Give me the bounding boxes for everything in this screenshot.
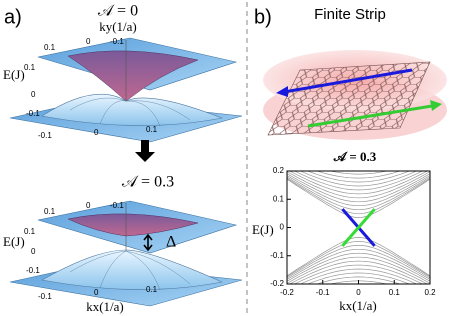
bulk-band bbox=[286, 237, 431, 277]
panel-title: 𝒜 = 0.3 bbox=[122, 174, 174, 191]
tick-label: 0.1 bbox=[146, 125, 158, 134]
tick-label: 0 bbox=[86, 201, 91, 210]
axis-label: E(J) bbox=[3, 67, 25, 82]
bulk-band bbox=[286, 178, 431, 218]
tick-label: 0 bbox=[31, 90, 36, 99]
x-tick-label: -0.2 bbox=[280, 288, 294, 297]
bulk-band bbox=[287, 260, 430, 285]
x-tick-label: 0 bbox=[356, 288, 361, 297]
bulk-band bbox=[286, 173, 431, 203]
tick-label: 0.1 bbox=[146, 285, 158, 294]
tick-label: 0 bbox=[31, 247, 36, 256]
panel-title: 𝒜 = 0 bbox=[98, 3, 138, 20]
strip-illustration bbox=[263, 50, 447, 140]
bulk-band bbox=[287, 170, 430, 191]
y-tick-label: 0.2 bbox=[273, 166, 285, 175]
x-tick-label: 0.2 bbox=[424, 288, 436, 297]
tick-label: -0.1 bbox=[38, 292, 52, 301]
tick-label: 0.1 bbox=[24, 227, 36, 236]
bulk-band bbox=[286, 175, 431, 207]
axis-label: kx(1/a) bbox=[86, 299, 124, 314]
x-tick-label: 0.1 bbox=[389, 288, 401, 297]
tick-label: -0.1 bbox=[110, 201, 124, 210]
tick-label: 0.1 bbox=[24, 63, 36, 72]
panel-label: a) bbox=[4, 6, 22, 28]
y-tick-label: 0 bbox=[280, 223, 285, 232]
y-tick-label: -0.2 bbox=[270, 279, 284, 288]
bulk-band bbox=[287, 268, 430, 285]
axis-label: ky(1/a) bbox=[99, 19, 137, 34]
y-tick-label: -0.1 bbox=[270, 251, 284, 260]
bulk-band bbox=[286, 240, 431, 278]
panel-title: Finite Strip bbox=[314, 6, 386, 23]
tick-label: -0.1 bbox=[110, 37, 124, 46]
y-axis-label: E(J) bbox=[252, 222, 274, 237]
tick-label: 0 bbox=[86, 37, 91, 46]
gap-label: Δ bbox=[166, 234, 176, 251]
bulk-band bbox=[287, 264, 430, 285]
panel-label: b) bbox=[254, 6, 272, 28]
bulk-band bbox=[286, 176, 431, 211]
bulk-band bbox=[286, 244, 431, 279]
band-surface-bottom bbox=[9, 200, 243, 307]
plot-title: 𝒜 = 0.3 bbox=[333, 149, 377, 164]
x-axis-label: kx(1/a) bbox=[339, 298, 377, 313]
tick-label: -0.1 bbox=[38, 131, 52, 140]
arrow bbox=[135, 140, 155, 162]
tick-label: -0.1 bbox=[26, 266, 40, 275]
bulk-band bbox=[286, 256, 431, 284]
tick-label: -0.1 bbox=[26, 109, 40, 118]
band-surface-top bbox=[9, 37, 243, 143]
y-tick-label: 0.1 bbox=[273, 194, 285, 203]
bulk-band bbox=[286, 248, 431, 280]
bulk-band bbox=[287, 272, 430, 285]
bulk-band bbox=[287, 170, 430, 183]
edge-state bbox=[341, 208, 376, 247]
x-tick-label: -0.1 bbox=[316, 288, 330, 297]
axis-label: E(J) bbox=[3, 234, 25, 249]
tick-label: 0 bbox=[94, 128, 99, 137]
bulk-band bbox=[286, 252, 431, 282]
bulk-band bbox=[286, 177, 431, 215]
tick-label: 0.1 bbox=[44, 43, 56, 52]
bulk-band bbox=[287, 170, 430, 195]
bulk-band bbox=[286, 171, 431, 199]
tick-label: 0 bbox=[94, 288, 99, 297]
bulk-band bbox=[287, 170, 430, 187]
tick-label: 0.1 bbox=[44, 207, 56, 216]
